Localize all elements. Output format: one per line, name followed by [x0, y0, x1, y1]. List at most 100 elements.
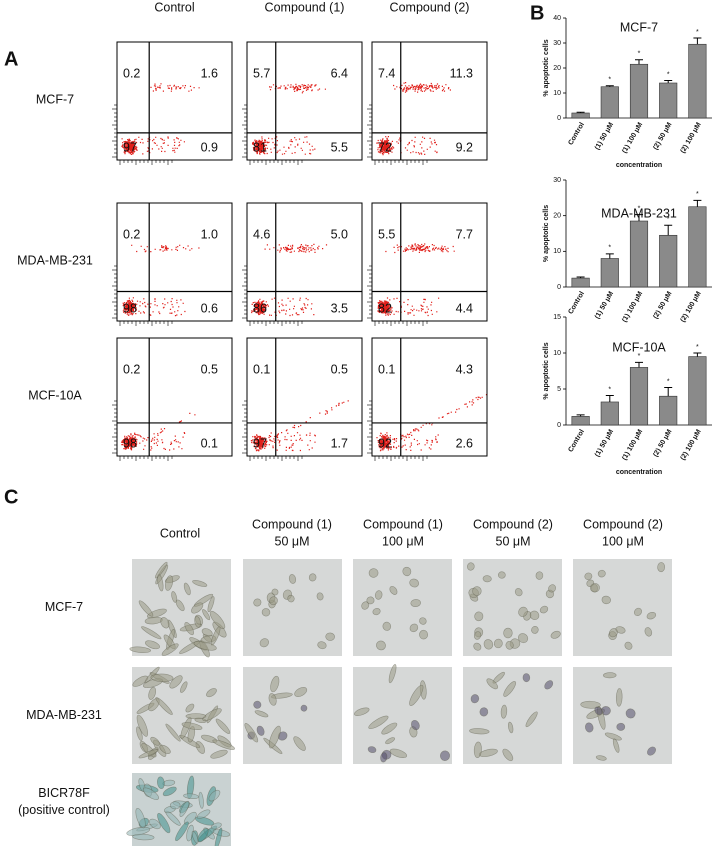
cell: [474, 611, 484, 622]
flow-events: [252, 83, 326, 155]
cell: [142, 787, 159, 800]
cell: [293, 736, 306, 751]
quadrant-value: 5.7: [253, 66, 270, 80]
cell: [473, 642, 482, 651]
bar: [571, 277, 590, 288]
significance-marker: *: [667, 71, 670, 78]
quadrant-value: 0.1: [253, 362, 270, 376]
micrograph: [243, 667, 342, 764]
cell: [367, 746, 377, 754]
cell: [135, 807, 146, 829]
cell: [268, 725, 281, 749]
cell: [584, 722, 594, 733]
flow-plot-frame: [371, 337, 488, 457]
cell: [419, 629, 429, 640]
quadrant-value: 97: [123, 140, 137, 154]
column-header: Compound (2): [473, 517, 553, 531]
cell: [259, 638, 269, 648]
cell: [185, 713, 207, 720]
cell: [380, 752, 388, 763]
y-tick-label: 30: [553, 177, 561, 184]
cell: [603, 672, 617, 679]
column-header: 50 μM: [496, 534, 531, 548]
quadrant-value: 0.2: [123, 227, 140, 241]
x-tick-label: (1) 50 μM: [594, 428, 615, 458]
cell: [288, 574, 297, 584]
cell: [615, 688, 623, 707]
quadrant-value: 2.6: [456, 436, 473, 450]
cell: [253, 700, 262, 709]
cell: [202, 609, 211, 621]
x-axis-label: concentration: [616, 469, 662, 476]
quadrant-value: 0.2: [123, 362, 140, 376]
quadrant-value: 0.5: [331, 362, 348, 376]
cell: [550, 630, 561, 639]
quadrant-value: 98: [123, 301, 137, 315]
cell: [473, 631, 482, 640]
bar: [688, 356, 707, 426]
y-tick-label: 0: [557, 422, 561, 429]
cell: [625, 708, 636, 719]
y-tick-label: 10: [553, 248, 561, 255]
cell: [657, 562, 666, 573]
cell: [175, 821, 189, 842]
cell: [184, 622, 194, 636]
chart-title: MDA-MB-231: [601, 206, 677, 220]
bar: [600, 258, 619, 288]
quadrant-value: 1.7: [331, 436, 348, 450]
cell: [254, 710, 269, 718]
cell: [171, 591, 178, 603]
significance-marker: *: [608, 77, 611, 84]
cell: [507, 721, 514, 734]
cell: [647, 746, 656, 756]
cell: [164, 575, 174, 591]
cell: [210, 749, 228, 759]
cell: [150, 736, 160, 746]
cell: [548, 584, 556, 593]
cell: [505, 640, 514, 650]
cell: [601, 595, 611, 605]
error-bar: [576, 276, 585, 279]
cell: [308, 573, 317, 582]
cell: [366, 596, 375, 605]
cell: [155, 697, 173, 716]
quadrant-value: 81: [253, 140, 267, 154]
cell: [616, 722, 626, 731]
micrograph: [353, 664, 452, 764]
error-bar: [605, 253, 614, 259]
bar: [659, 395, 678, 426]
cell: [544, 680, 554, 690]
quadrant-value: 0.5: [201, 362, 218, 376]
cell: [483, 639, 494, 650]
bar: [659, 82, 678, 119]
x-tick-label: (2) 100 μM: [680, 290, 703, 323]
quadrant-value: 11.3: [450, 66, 473, 80]
y-tick-label: 15: [553, 314, 561, 321]
significance-marker: *: [696, 29, 699, 36]
error-bar: [693, 37, 702, 45]
micrograph-background: [243, 667, 342, 764]
row-label: MDA-MB-231: [17, 253, 93, 267]
significance-marker: *: [608, 386, 611, 393]
row-label: MCF-10A: [28, 388, 82, 402]
chart-title: MCF-7: [620, 20, 658, 34]
bar: [629, 63, 649, 119]
cell: [210, 822, 222, 830]
cell: [210, 626, 221, 646]
quadrant-value: 0.2: [123, 66, 140, 80]
cell: [525, 711, 538, 728]
cell: [518, 633, 529, 644]
cell: [531, 625, 539, 634]
cell: [268, 693, 277, 706]
flow-events: [251, 243, 328, 317]
y-tick-label: 0: [557, 115, 561, 122]
cell: [529, 610, 540, 620]
cell: [316, 592, 324, 601]
flow-plot-frame: [116, 41, 233, 161]
cell: [160, 617, 170, 629]
cell: [179, 800, 190, 817]
y-tick-label: 30: [553, 40, 561, 47]
cell: [486, 678, 499, 690]
quadrant-value: 1.0: [201, 227, 218, 241]
row-label: MCF-7: [36, 92, 74, 106]
